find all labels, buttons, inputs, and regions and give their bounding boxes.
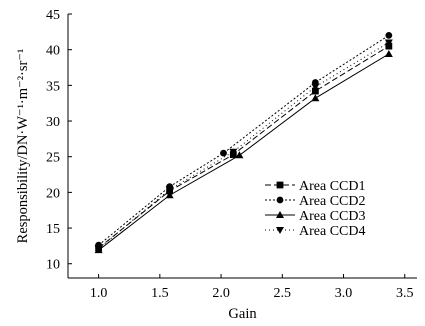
legend-marker [276,227,284,234]
x-tick-label: 3.5 [396,286,414,301]
x-tick-label: 3.0 [335,286,353,301]
x-tick-label: 1.5 [151,286,169,301]
y-tick-label: 40 [46,44,60,59]
y-tick-label: 45 [46,8,60,23]
legend-marker [276,196,284,204]
data-point [220,149,227,157]
y-tick-label: 10 [46,258,60,273]
data-point [165,186,174,194]
x-tick-label: 2.0 [212,286,230,301]
data-point [385,32,393,39]
legend-label: Area CCD1 [299,179,366,194]
legend-marker [276,181,284,189]
data-point [311,83,320,91]
data-point [94,245,103,253]
y-tick-label: 25 [46,151,60,166]
legend-item: Area CCD3 [265,209,366,224]
series-3 [94,49,393,254]
legend-marker [276,211,284,218]
legend-item: Area CCD1 [265,179,366,194]
data-point [384,39,393,47]
legend-label: Area CCD4 [299,224,366,239]
data-point [384,49,393,57]
y-tick-label: 35 [46,79,60,94]
series-line [98,34,390,246]
data-point [311,87,319,95]
legend-label: Area CCD3 [299,209,366,224]
ticks: 10 15 20 25 30 35 40 45 1.0 1.5 2.0 2.5 3.0 3.5 [46,8,414,301]
series-4 [94,39,393,253]
y-tick-label: 15 [46,222,60,237]
x-tick-label: 1.0 [90,286,108,301]
axes [67,14,417,279]
y-axis-label: Responsibility/DN·W⁻¹·m⁻²·sr⁻¹ [15,49,31,244]
data-point [229,148,238,156]
y-tick-label: 30 [46,115,60,130]
legend-item: Area CCD2 [265,194,366,209]
x-tick-label: 2.5 [274,286,292,301]
legend-label: Area CCD2 [299,194,366,209]
data-point [311,94,320,102]
series-group [94,32,393,254]
data-point [235,151,244,159]
data-point [165,191,174,199]
y-tick-label: 20 [46,186,60,201]
x-axis-label: Gain [228,306,257,322]
legend-item: Area CCD4 [265,224,366,239]
